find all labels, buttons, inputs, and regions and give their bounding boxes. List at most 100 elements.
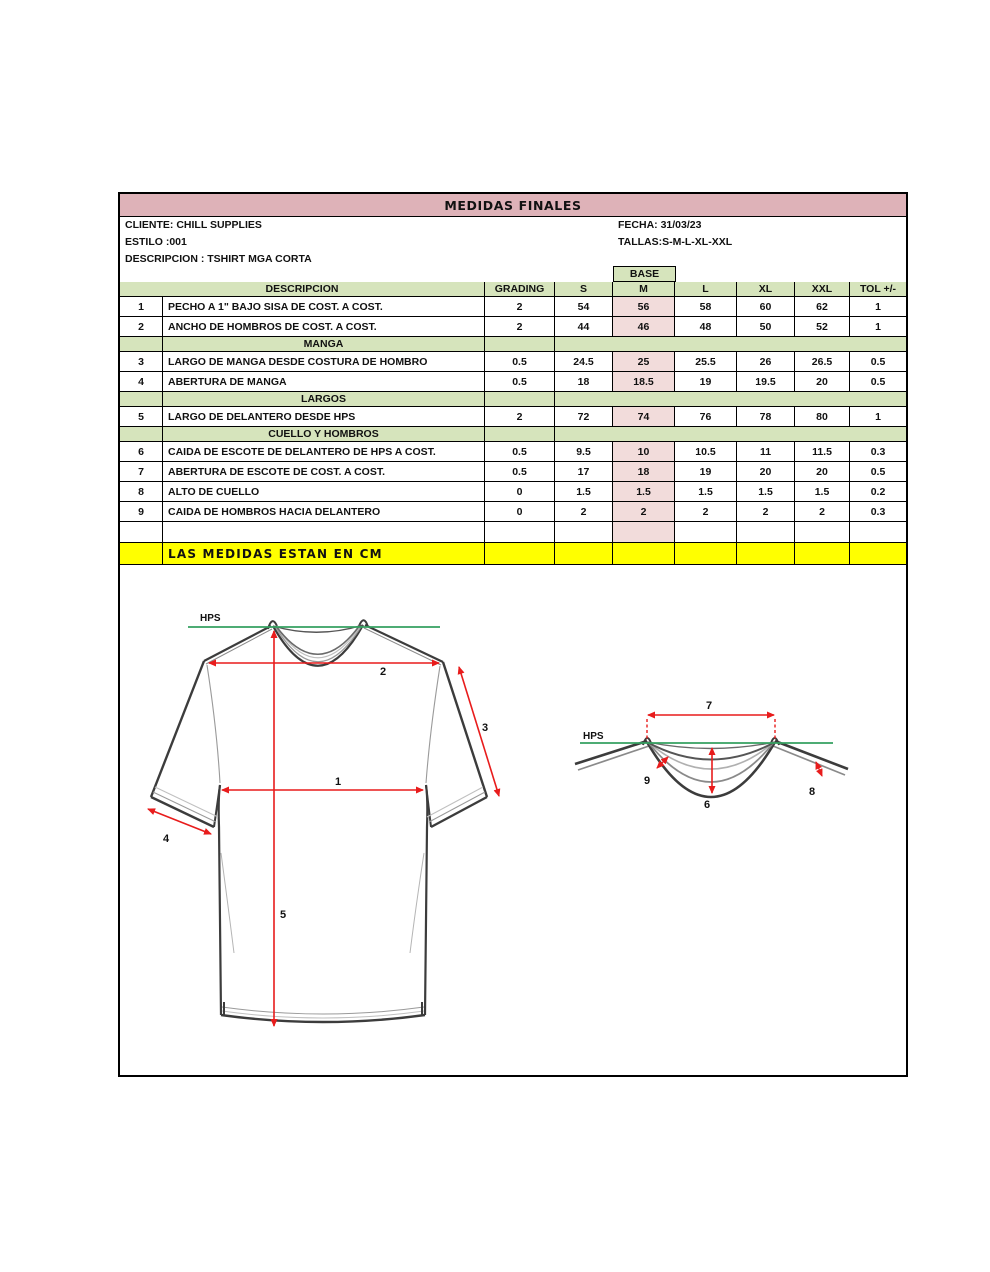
tolerance-value: 0.2 bbox=[850, 482, 906, 502]
note-spacer bbox=[675, 543, 737, 565]
grading-value: 0 bbox=[485, 482, 555, 502]
size-l-value: 19 bbox=[675, 462, 737, 482]
table-row: 8 ALTO DE CUELLO 0 1.5 1.5 1.5 1.5 1.5 0… bbox=[120, 482, 906, 502]
header-xxl: XXL bbox=[795, 282, 850, 297]
header-tol: TOL +/- bbox=[850, 282, 906, 297]
size-s-value: 18 bbox=[555, 372, 613, 392]
header-grading: GRADING bbox=[485, 282, 555, 297]
section-spacer bbox=[485, 337, 555, 352]
row-number: 7 bbox=[120, 462, 163, 482]
size-m-value: 56 bbox=[613, 297, 675, 317]
row-number: 9 bbox=[120, 502, 163, 522]
row-description: CAIDA DE HOMBROS HACIA DELANTERO bbox=[163, 502, 485, 522]
size-l-value: 1.5 bbox=[675, 482, 737, 502]
section-spacer bbox=[485, 427, 555, 442]
section-row: CUELLO Y HOMBROS bbox=[120, 427, 906, 442]
grading-value: 2 bbox=[485, 317, 555, 337]
section-title: CUELLO Y HOMBROS bbox=[163, 427, 485, 442]
row-description: ANCHO DE HOMBROS DE COST. A COST. bbox=[163, 317, 485, 337]
row-description: ABERTURA DE MANGA bbox=[163, 372, 485, 392]
base-cell: BASE bbox=[613, 266, 676, 282]
row-description: ABERTURA DE ESCOTE DE COST. A COST. bbox=[163, 462, 485, 482]
section-title: MANGA bbox=[163, 337, 485, 352]
info-block: CLIENTE: CHILL SUPPLIES ESTILO :001 DESC… bbox=[120, 217, 906, 268]
size-xl-value: 78 bbox=[737, 407, 795, 427]
header-s: S bbox=[555, 282, 613, 297]
table-row: 3 LARGO DE MANGA DESDE COSTURA DE HOMBRO… bbox=[120, 352, 906, 372]
header-l: L bbox=[675, 282, 737, 297]
size-xl-value: 20 bbox=[737, 462, 795, 482]
section-row: MANGA bbox=[120, 337, 906, 352]
size-s-value: 72 bbox=[555, 407, 613, 427]
grading-value: 2 bbox=[485, 407, 555, 427]
empty-cell bbox=[613, 522, 675, 543]
empty-cell bbox=[555, 522, 613, 543]
grading-value: 2 bbox=[485, 297, 555, 317]
dim-arrow-sleeve-opening bbox=[147, 808, 212, 835]
table-row: 5 LARGO DE DELANTERO DESDE HPS 2 72 74 7… bbox=[120, 407, 906, 427]
size-xl-value: 2 bbox=[737, 502, 795, 522]
size-xxl-value: 11.5 bbox=[795, 442, 850, 462]
tolerance-value: 0.3 bbox=[850, 442, 906, 462]
grading-value: 0 bbox=[485, 502, 555, 522]
size-m-value: 74 bbox=[613, 407, 675, 427]
size-l-value: 2 bbox=[675, 502, 737, 522]
size-xxl-value: 26.5 bbox=[795, 352, 850, 372]
section-spacer bbox=[555, 392, 906, 407]
section-spacer bbox=[120, 427, 163, 442]
row-number: 6 bbox=[120, 442, 163, 462]
size-m-value: 46 bbox=[613, 317, 675, 337]
empty-cell bbox=[795, 522, 850, 543]
grading-value: 0.5 bbox=[485, 442, 555, 462]
size-l-value: 25.5 bbox=[675, 352, 737, 372]
grading-value: 0.5 bbox=[485, 462, 555, 482]
size-m-value: 25 bbox=[613, 352, 675, 372]
table-row: 9 CAIDA DE HOMBROS HACIA DELANTERO 0 2 2… bbox=[120, 502, 906, 522]
base-row: BASE bbox=[120, 266, 906, 282]
descripcion-label: DESCRIPCION : TSHIRT MGA CORTA bbox=[125, 253, 312, 265]
dim-arrow-shoulder-drop bbox=[656, 756, 669, 769]
note-spacer bbox=[120, 543, 163, 565]
dim-arrow-collar-height bbox=[815, 761, 823, 777]
size-m-value: 18.5 bbox=[613, 372, 675, 392]
row-description: CAIDA DE ESCOTE DE DELANTERO DE HPS A CO… bbox=[163, 442, 485, 462]
tolerance-value: 1 bbox=[850, 407, 906, 427]
row-number: 2 bbox=[120, 317, 163, 337]
section-spacer bbox=[120, 337, 163, 352]
empty-cell bbox=[675, 522, 737, 543]
section-spacer bbox=[555, 427, 906, 442]
size-s-value: 44 bbox=[555, 317, 613, 337]
note-spacer bbox=[555, 543, 613, 565]
spec-sheet: MEDIDAS FINALES CLIENTE: CHILL SUPPLIES … bbox=[118, 192, 908, 1077]
row-description: LARGO DE DELANTERO DESDE HPS bbox=[163, 407, 485, 427]
sheet-title: MEDIDAS FINALES bbox=[120, 194, 906, 217]
size-m-value: 10 bbox=[613, 442, 675, 462]
size-xl-value: 19.5 bbox=[737, 372, 795, 392]
table-header-row: DESCRIPCION GRADING S M L XL XXL TOL +/- bbox=[120, 282, 906, 297]
size-xxl-value: 1.5 bbox=[795, 482, 850, 502]
table-row: 1 PECHO A 1" BAJO SISA DE COST. A COST. … bbox=[120, 297, 906, 317]
tolerance-value: 0.5 bbox=[850, 372, 906, 392]
table-row: 6 CAIDA DE ESCOTE DE DELANTERO DE HPS A … bbox=[120, 442, 906, 462]
neck-dimension-arrows bbox=[646, 711, 823, 794]
size-xl-value: 26 bbox=[737, 352, 795, 372]
section-spacer bbox=[555, 337, 906, 352]
tshirt-outline bbox=[149, 619, 489, 1024]
front-dimension-arrows bbox=[147, 630, 501, 1027]
table-row: 7 ABERTURA DE ESCOTE DE COST. A COST. 0.… bbox=[120, 462, 906, 482]
fecha-label: FECHA: 31/03/23 bbox=[618, 219, 702, 231]
section-spacer bbox=[120, 392, 163, 407]
dim-label-3: 3 bbox=[482, 722, 488, 734]
size-xxl-value: 62 bbox=[795, 297, 850, 317]
size-xl-value: 11 bbox=[737, 442, 795, 462]
dim-label-1: 1 bbox=[335, 776, 341, 788]
empty-cell bbox=[120, 522, 163, 543]
dim-label-9: 9 bbox=[644, 775, 650, 787]
empty-cell bbox=[850, 522, 906, 543]
size-xxl-value: 52 bbox=[795, 317, 850, 337]
size-m-value: 18 bbox=[613, 462, 675, 482]
note-spacer bbox=[850, 543, 906, 565]
size-xl-value: 50 bbox=[737, 317, 795, 337]
size-m-value: 2 bbox=[613, 502, 675, 522]
section-spacer bbox=[485, 392, 555, 407]
